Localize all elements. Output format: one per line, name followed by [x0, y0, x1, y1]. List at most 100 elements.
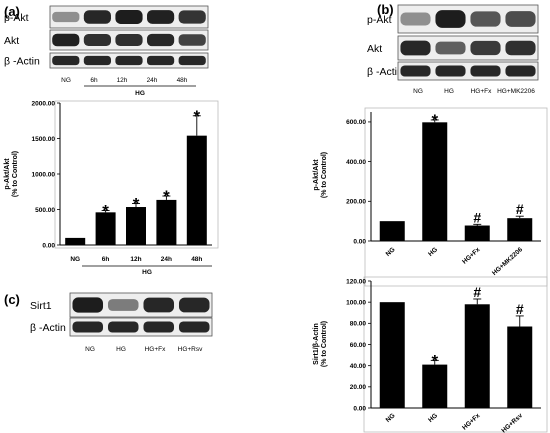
chart-c: 0.00 20.00 40.00 60.00 80.00 100.00 120.00 Sirt… — [313, 276, 548, 433]
blot-band — [178, 10, 206, 24]
blot-lane-label: HG+Fx — [471, 88, 493, 95]
significance-star: * — [193, 107, 200, 126]
x-category-label: HG+MK2206 — [491, 246, 524, 277]
blot-band — [107, 321, 139, 333]
y-tick-label: 600.00 — [346, 119, 366, 126]
bar — [422, 364, 448, 408]
blot-strip — [69, 317, 213, 337]
blot-band — [72, 321, 104, 333]
blot-band — [505, 65, 536, 77]
group-label: HG — [142, 269, 152, 276]
blot-band — [147, 10, 175, 24]
y-tick-label: 120.00 — [346, 278, 366, 285]
x-category-label: 6h — [102, 256, 110, 263]
x-category-label: 24h — [161, 256, 172, 263]
significance-star: * — [431, 351, 438, 370]
blot-lane-label: NG — [413, 88, 423, 95]
chart-frame — [363, 276, 548, 433]
blot-group-label: HG — [135, 90, 145, 97]
blot-band — [178, 297, 210, 313]
blot-lane-label: HG+Fx — [145, 346, 167, 353]
y-tick-label: 0.00 — [353, 405, 366, 412]
bar — [95, 212, 116, 245]
bar — [422, 122, 448, 241]
chart-frame — [54, 100, 219, 249]
significance-hash: # — [516, 301, 524, 317]
blot-lane-label: 12h — [117, 77, 128, 84]
x-category-label: HG+Fx — [461, 246, 482, 266]
blot-lane-label: HG — [444, 88, 454, 95]
blot-row-label: Akt — [4, 35, 19, 47]
blot-lane-label: 48h — [177, 77, 188, 84]
blot-row-label: p-Akt — [4, 12, 29, 24]
blot-panel-c: Sirt1 β -Actin NG HG HG+Fx HG+Rsv — [30, 292, 213, 353]
significance-star: * — [163, 187, 170, 206]
y-tick-label: 400.00 — [346, 159, 366, 166]
blot-band — [83, 55, 111, 66]
x-category-label: NG — [70, 256, 80, 263]
blot-band — [52, 55, 80, 66]
blot-band — [147, 33, 175, 47]
blot-row-label: Akt — [367, 43, 382, 55]
blot-band — [115, 10, 143, 24]
y-axis-label: p-Akt/Akt(% to Control) — [313, 152, 328, 198]
blot-band — [52, 33, 80, 47]
y-tick-label: 500.00 — [35, 207, 55, 214]
x-category-label: 12h — [130, 256, 141, 263]
x-category-label: NG — [385, 412, 397, 424]
blot-row-label: β -Actin — [367, 66, 403, 78]
blot-lane-label: NG — [61, 77, 71, 84]
y-axis-label: Sirt1/β-Actin(% to Control) — [313, 321, 328, 367]
bar — [126, 207, 146, 245]
blot-band — [143, 321, 175, 333]
blot-band — [470, 65, 501, 77]
x-category-label: HG+Rsv — [500, 412, 524, 433]
blot-row-label: p-Akt — [367, 14, 392, 26]
panel-c-label: (c) — [4, 292, 20, 307]
panel-b-label: (b) — [377, 2, 394, 17]
y-tick-label: 2000.00 — [32, 100, 56, 107]
y-tick-label: 0.00 — [42, 242, 55, 249]
blot-lane-label: HG — [116, 346, 126, 353]
x-category-label: NG — [385, 246, 397, 258]
significance-star: * — [133, 194, 140, 213]
blot-band — [115, 55, 143, 66]
bar — [156, 199, 177, 245]
bar — [507, 326, 533, 408]
blot-band — [178, 321, 210, 333]
blot-band — [115, 33, 143, 47]
blot-row-label: β -Actin — [30, 322, 66, 334]
blot-row-label: Sirt1 — [30, 300, 52, 312]
chart-a: 0.00 500.00 1000.00 1500.00 2000.00 p-Akt/Akt… — [4, 100, 219, 276]
blot-band — [470, 11, 501, 27]
significance-hash: # — [473, 284, 481, 300]
chart-b: 0.00 200.00 400.00 600.00 p-Akt/Akt(% to Con… — [313, 107, 548, 287]
blot-band — [147, 55, 175, 66]
blot-band — [435, 10, 466, 28]
y-tick-label: 100.00 — [346, 299, 366, 306]
blot-row-label: β -Actin — [4, 56, 40, 68]
blot-band — [178, 34, 206, 46]
y-tick-label: 80.00 — [350, 321, 367, 328]
blot-lane-label: HG+Rsv — [178, 346, 203, 353]
blot-band — [107, 299, 139, 311]
blot-band — [143, 297, 175, 313]
y-axis-label: p-Akt/Akt(% to Control) — [4, 151, 19, 197]
y-tick-label: 40.00 — [350, 363, 367, 370]
blot-panel-b: p-Akt Akt β -Actin NG HG HG+Fx HG+MK2206 — [367, 4, 539, 95]
blot-band — [470, 40, 501, 56]
blot-band — [52, 11, 80, 23]
blot-band — [435, 65, 466, 77]
x-category-label: HG — [427, 412, 439, 424]
blot-band — [72, 297, 104, 313]
blot-band — [505, 11, 536, 27]
bar — [379, 221, 405, 241]
panel-a-label: (a) — [4, 4, 20, 19]
y-tick-label: 60.00 — [350, 342, 367, 349]
blot-band — [83, 10, 111, 24]
blot-panel-a: p-Akt Akt β -Actin NG 6h 12h 24h 48h HG — [4, 5, 209, 97]
significance-hash: # — [516, 201, 524, 217]
blot-band — [83, 33, 111, 47]
significance-star: * — [431, 111, 438, 130]
bar — [464, 304, 490, 408]
